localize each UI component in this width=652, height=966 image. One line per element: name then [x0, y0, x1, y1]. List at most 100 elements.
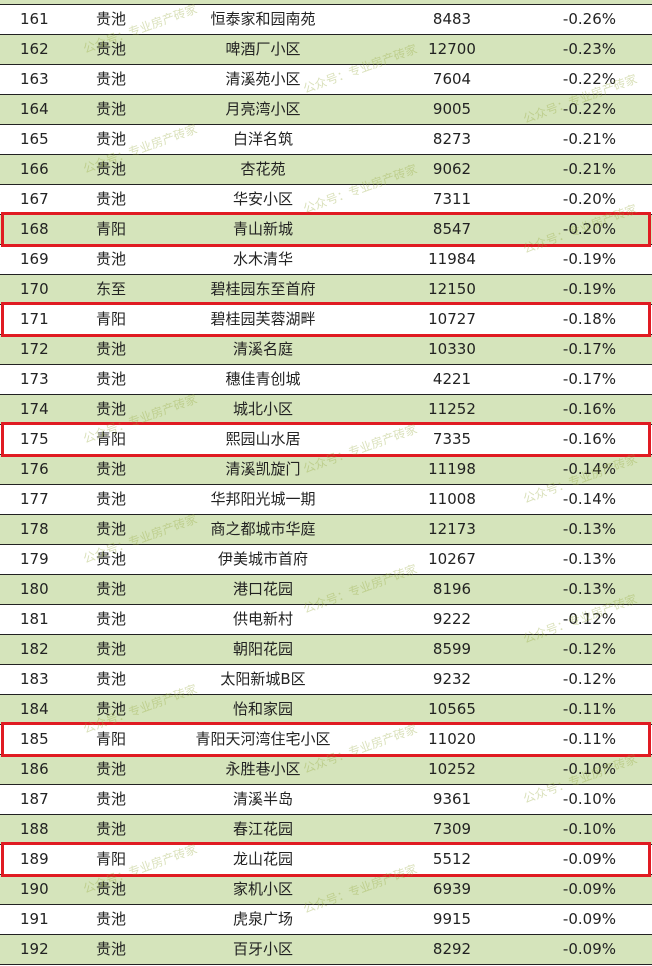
table-row: 192 贵池 百牙小区 8292 -0.09%: [0, 935, 652, 965]
name-cell: 龙山花园: [232, 850, 293, 868]
name-cell: 碧桂园东至首府: [210, 280, 316, 298]
district-cell: 贵池: [96, 550, 127, 568]
name-cell: 永胜巷小区: [225, 760, 301, 778]
name-cell: 家机小区: [232, 880, 293, 898]
table-row: 187 贵池 清溪半岛 9361 -0.10%: [0, 785, 652, 815]
table-row: 177 贵池 华邦阳光城一期 11008 -0.14%: [0, 485, 652, 515]
change-cell: -0.20%: [562, 190, 616, 208]
change-cell: -0.26%: [562, 10, 616, 28]
change-cell: -0.17%: [562, 370, 616, 388]
price-cell: 9062: [432, 160, 472, 178]
name-cell: 虎泉广场: [232, 910, 293, 928]
rank-cell: 163: [20, 70, 49, 88]
change-cell: -0.09%: [562, 880, 616, 898]
district-cell: 青阳: [96, 730, 127, 748]
district-cell: 贵池: [96, 700, 127, 718]
price-cell: 5512: [432, 850, 472, 868]
change-cell: -0.16%: [562, 400, 616, 418]
price-cell: 10565: [428, 700, 476, 718]
price-cell: 9232: [432, 670, 472, 688]
district-cell: 贵池: [96, 460, 127, 478]
name-cell: 太阳新城B区: [220, 670, 306, 688]
rank-cell: 164: [20, 100, 49, 118]
price-cell: 10330: [428, 340, 476, 358]
change-cell: -0.09%: [562, 940, 616, 958]
rank-cell: 169: [20, 250, 49, 268]
rank-cell: 191: [20, 910, 49, 928]
rank-cell: 190: [20, 880, 49, 898]
change-cell: -0.18%: [562, 310, 616, 328]
district-cell: 贵池: [96, 10, 127, 28]
district-cell: 贵池: [96, 190, 127, 208]
change-cell: -0.13%: [562, 580, 616, 598]
district-cell: 贵池: [96, 520, 127, 538]
price-cell: 10252: [428, 760, 476, 778]
price-cell: 7309: [432, 820, 472, 838]
district-cell: 贵池: [96, 760, 127, 778]
table-row: 186 贵池 永胜巷小区 10252 -0.10%: [0, 755, 652, 785]
district-cell: 贵池: [96, 670, 127, 688]
table-row: 172 贵池 清溪名庭 10330 -0.17%: [0, 335, 652, 365]
rank-cell: 174: [20, 400, 49, 418]
rank-cell: 176: [20, 460, 49, 478]
price-cell: 11252: [428, 400, 476, 418]
name-cell: 清溪半岛: [232, 790, 293, 808]
table-row: 182 贵池 朝阳花园 8599 -0.12%: [0, 635, 652, 665]
price-cell: 11008: [428, 490, 476, 508]
change-cell: -0.14%: [562, 490, 616, 508]
rank-cell: 168: [20, 220, 49, 238]
table-row: 173 贵池 穗佳青创城 4221 -0.17%: [0, 365, 652, 395]
rank-cell: 178: [20, 520, 49, 538]
table-row: 190 贵池 家机小区 6939 -0.09%: [0, 875, 652, 905]
price-cell: 12150: [428, 280, 476, 298]
district-cell: 贵池: [96, 70, 127, 88]
table-row: 181 贵池 供电新村 9222 -0.12%: [0, 605, 652, 635]
change-cell: -0.11%: [562, 700, 616, 718]
district-cell: 贵池: [96, 820, 127, 838]
name-cell: 百牙小区: [232, 940, 293, 958]
change-cell: -0.22%: [562, 100, 616, 118]
price-cell: 10727: [428, 310, 476, 328]
price-change-table: 161 贵池 恒泰家和园南苑 8483 -0.26% 162 贵池 啤酒厂小区 12700 -0.…: [0, 5, 652, 965]
rank-cell: 165: [20, 130, 49, 148]
change-cell: -0.09%: [562, 910, 616, 928]
change-cell: -0.11%: [562, 730, 616, 748]
table-row: 167 贵池 华安小区 7311 -0.20%: [0, 185, 652, 215]
district-cell: 青阳: [96, 310, 127, 328]
price-cell: 8599: [432, 640, 472, 658]
rank-cell: 171: [20, 310, 49, 328]
price-cell: 7604: [432, 70, 472, 88]
table-row: 178 贵池 商之都城市华庭 12173 -0.13%: [0, 515, 652, 545]
table-row: 183 贵池 太阳新城B区 9232 -0.12%: [0, 665, 652, 695]
price-cell: 9361: [432, 790, 472, 808]
name-cell: 城北小区: [232, 400, 293, 418]
table-row: 169 贵池 水木清华 11984 -0.19%: [0, 245, 652, 275]
name-cell: 碧桂园芙蓉湖畔: [210, 310, 316, 328]
table-row: 174 贵池 城北小区 11252 -0.16%: [0, 395, 652, 425]
table-row-highlighted: 171 青阳 碧桂园芙蓉湖畔 10727 -0.18%: [0, 302, 652, 337]
table-row: 162 贵池 啤酒厂小区 12700 -0.23%: [0, 35, 652, 65]
district-cell: 贵池: [96, 640, 127, 658]
change-cell: -0.14%: [562, 460, 616, 478]
table-row: 164 贵池 月亮湾小区 9005 -0.22%: [0, 95, 652, 125]
change-cell: -0.21%: [562, 130, 616, 148]
table-row-highlighted: 168 青阳 青山新城 8547 -0.20%: [0, 212, 652, 247]
change-cell: -0.12%: [562, 640, 616, 658]
rank-cell: 180: [20, 580, 49, 598]
name-cell: 港口花园: [232, 580, 293, 598]
previous-row-edge: [0, 0, 652, 5]
district-cell: 青阳: [96, 220, 127, 238]
district-cell: 青阳: [96, 850, 127, 868]
table-row-highlighted: 175 青阳 熙园山水居 7335 -0.16%: [0, 422, 652, 457]
table-row: 180 贵池 港口花园 8196 -0.13%: [0, 575, 652, 605]
district-cell: 贵池: [96, 580, 127, 598]
district-cell: 贵池: [96, 250, 127, 268]
rank-cell: 186: [20, 760, 49, 778]
district-cell: 贵池: [96, 160, 127, 178]
table-row: 179 贵池 伊美城市首府 10267 -0.13%: [0, 545, 652, 575]
name-cell: 清溪苑小区: [225, 70, 301, 88]
table-row: 188 贵池 春江花园 7309 -0.10%: [0, 815, 652, 845]
table-row: 191 贵池 虎泉广场 9915 -0.09%: [0, 905, 652, 935]
change-cell: -0.12%: [562, 610, 616, 628]
price-cell: 12173: [428, 520, 476, 538]
